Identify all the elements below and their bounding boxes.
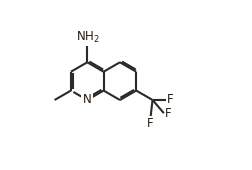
Text: F: F bbox=[147, 117, 154, 130]
Text: F: F bbox=[165, 107, 172, 120]
Text: F: F bbox=[167, 94, 173, 106]
Text: N: N bbox=[83, 94, 92, 106]
Text: NH$_2$: NH$_2$ bbox=[76, 30, 100, 45]
